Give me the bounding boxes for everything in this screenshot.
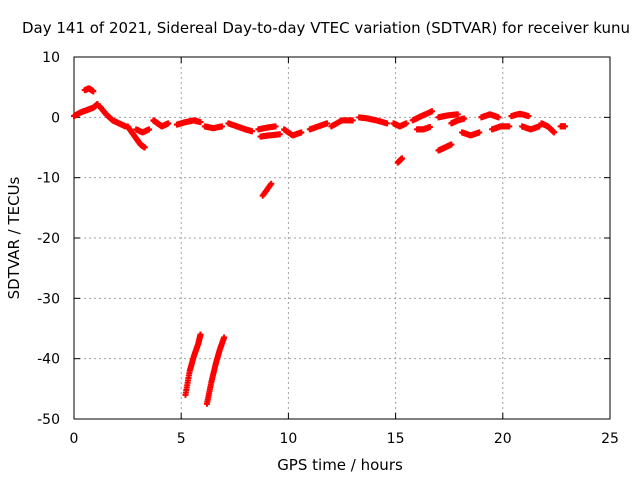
data-point xyxy=(349,117,356,124)
y-tick-label: 10 xyxy=(42,50,60,66)
data-point xyxy=(426,123,433,130)
y-axis-label: SDTVAR / TECUs xyxy=(5,176,23,299)
data-point xyxy=(551,129,558,136)
data-point xyxy=(525,113,532,120)
data-point xyxy=(165,120,172,127)
data-point xyxy=(221,334,228,341)
x-tick-label: 25 xyxy=(601,431,619,447)
data-point xyxy=(495,114,502,121)
x-tick-label: 5 xyxy=(177,431,186,447)
data-point xyxy=(561,123,568,130)
data-point xyxy=(276,131,283,138)
data-point xyxy=(272,123,279,130)
data-point xyxy=(454,111,461,118)
axis-ticks: 0 5 10 15 20 25 10 0 -10 -20 -30 -40 -50 xyxy=(37,50,619,447)
data-point xyxy=(218,123,225,130)
data-point xyxy=(323,120,330,127)
data-point xyxy=(248,128,255,135)
data-point xyxy=(403,120,410,127)
data-point xyxy=(197,119,204,126)
y-tick-label: -50 xyxy=(37,412,60,428)
y-tick-label: -20 xyxy=(37,231,60,247)
data-point xyxy=(298,129,305,136)
data-point xyxy=(476,129,483,136)
x-tick-label: 10 xyxy=(279,431,297,447)
chart-title: Day 141 of 2021, Sidereal Day-to-day VTE… xyxy=(22,19,630,37)
data-point xyxy=(90,88,97,95)
data-point xyxy=(197,331,204,338)
y-tick-label: -30 xyxy=(37,291,60,307)
y-tick-label: -40 xyxy=(37,352,60,368)
x-axis-label: GPS time / hours xyxy=(277,456,403,474)
x-tick-label: 15 xyxy=(387,431,405,447)
data-point xyxy=(399,155,406,162)
data-point xyxy=(141,144,148,151)
data-point xyxy=(448,141,455,148)
x-tick-label: 20 xyxy=(494,431,512,447)
data-point xyxy=(429,108,436,115)
grid xyxy=(74,57,610,419)
data-point xyxy=(146,126,153,133)
y-tick-label: 0 xyxy=(51,110,60,126)
data-point xyxy=(461,115,468,122)
y-tick-label: -10 xyxy=(37,171,60,187)
x-tick-label: 0 xyxy=(70,431,79,447)
data-point xyxy=(506,123,513,130)
data-point xyxy=(268,180,275,187)
data-points xyxy=(71,85,568,407)
plot-frame xyxy=(73,56,611,420)
data-point xyxy=(384,120,391,127)
